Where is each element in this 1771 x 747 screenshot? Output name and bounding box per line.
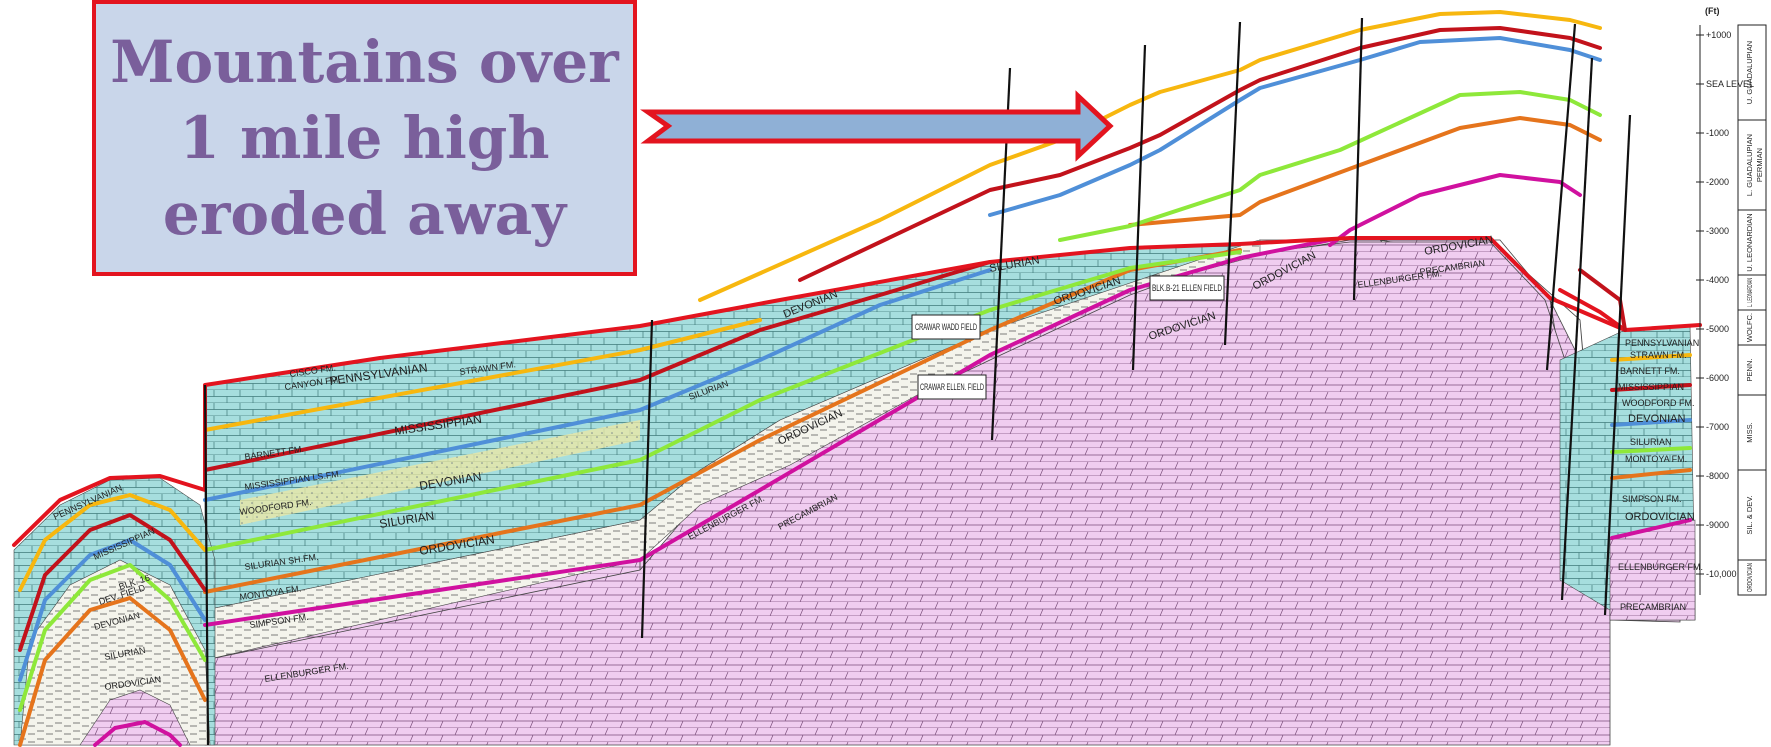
scale-tick-label: -6000 xyxy=(1706,373,1729,383)
scale-period-label: WOLFC. xyxy=(1745,313,1754,342)
depth-scale: (Ft) +1000 SEA LEVEL -1000 -2000 -3000 -4000 -… xyxy=(1696,6,1767,596)
scale-tick-label: -5000 xyxy=(1706,324,1729,334)
scale-period-label: U. LEONARDIAN xyxy=(1745,213,1754,271)
label-ellenburger-r: ELLENBURGER FM. xyxy=(1618,562,1703,572)
sand-streak xyxy=(240,420,640,525)
horizon-magenta-upper xyxy=(1328,173,1582,247)
scale-ticks: +1000 SEA LEVEL -1000 -2000 -3000 -4000 -5000 -… xyxy=(1696,30,1754,579)
horizon-blue-right xyxy=(1610,418,1692,427)
label-mississippian-r: MISSISSIPPIAN xyxy=(1618,382,1684,392)
horizon-blue-left xyxy=(18,538,207,682)
horizon-yellow-upper xyxy=(698,10,1602,302)
horizon-red-right xyxy=(1610,383,1692,392)
crawar-ellen-box xyxy=(917,374,987,400)
horizon-orange-upper xyxy=(1128,116,1602,227)
scale-period-label: ORDOVICIAN xyxy=(1745,563,1754,592)
callout-line-1: Mountains over xyxy=(110,28,619,96)
scale-period-label: L. GUADALUPIAN xyxy=(1745,134,1754,196)
fault-7 xyxy=(1545,23,1577,371)
horizon-blue-upper xyxy=(988,36,1602,217)
field-labels: CRAWAR WADD FIELD CRAWAR ELLEN. FIELD BL… xyxy=(911,275,1225,400)
faults xyxy=(203,17,1632,746)
arrow-right-icon xyxy=(640,90,1114,162)
label-precambrian-r: PRECAMBRIAN xyxy=(1620,602,1686,612)
horizon-yellow-left xyxy=(18,493,207,592)
label-montoya-r: MONTOYA FM. xyxy=(1625,454,1687,464)
fault-5 xyxy=(1223,21,1242,346)
horizon-yellow-right xyxy=(1610,353,1692,362)
horizon-blue xyxy=(203,268,992,502)
fault-4 xyxy=(1131,44,1147,371)
scale-tick-label: SEA LEVEL xyxy=(1706,79,1754,89)
label-devonian-r: DEVONIAN xyxy=(1628,413,1686,425)
horizon-red-upper xyxy=(798,26,1602,282)
scale-system-label: PERMIAN xyxy=(1755,148,1764,182)
scale-period-label: MISS. xyxy=(1745,422,1754,442)
scale-tick-label: +1000 xyxy=(1706,30,1731,40)
horizon-orange-right xyxy=(1610,468,1692,480)
scale-tick-label: -7000 xyxy=(1706,422,1729,432)
scale-period-label: SIL. & DEV. xyxy=(1745,495,1754,534)
scale-tick-label: -8000 xyxy=(1706,471,1729,481)
erosion-surface-right xyxy=(1558,288,1627,332)
horizon-yellow xyxy=(203,318,762,432)
horizon-green-left xyxy=(18,563,207,712)
horizon-green-upper xyxy=(1058,90,1602,242)
horizon-orange-left xyxy=(18,596,207,747)
horizon-magenta xyxy=(203,238,1332,627)
scale-period-label: L. LEONARDIAN xyxy=(1745,278,1754,307)
horizon-red xyxy=(203,260,992,472)
scale-tick-label: -1000 xyxy=(1706,128,1729,138)
label-simpson-r: SIMPSON FM. xyxy=(1622,494,1682,504)
horizon-green-right xyxy=(1610,446,1692,454)
label-strawn-r: STRAWN FM. xyxy=(1630,350,1687,360)
scale-tick-label: -9000 xyxy=(1706,520,1729,530)
fault-1 xyxy=(203,384,210,746)
blk-b21-box xyxy=(1149,275,1225,301)
callout-line-2: 1 mile high xyxy=(179,104,550,172)
scale-unit: (Ft) xyxy=(1705,6,1720,16)
label-barnett-r: BARNETT FM. xyxy=(1620,366,1680,376)
crawar-ellen-label: CRAWAR ELLEN. FIELD xyxy=(920,382,984,392)
erosion-surface xyxy=(12,236,1702,547)
fault-9 xyxy=(1603,114,1632,616)
label-ordovician-r: ORDOVICIAN xyxy=(1625,511,1695,523)
horizon-red-left xyxy=(18,513,207,652)
scale-tick-label: -10,000 xyxy=(1706,569,1737,579)
scale-period-label: U. GUADALUPIAN xyxy=(1745,41,1754,104)
scale-tick-label: -4000 xyxy=(1706,275,1729,285)
horizons xyxy=(12,10,1702,747)
callout-box: Mountains over 1 mile high eroded away xyxy=(92,0,637,276)
fault-8 xyxy=(1560,57,1594,601)
fault-6 xyxy=(1352,17,1364,301)
fault-2 xyxy=(640,319,654,639)
scale-tick-label: -3000 xyxy=(1706,226,1729,236)
scale-period-label: PENN. xyxy=(1745,359,1754,382)
horizon-green xyxy=(203,250,1242,552)
label-woodford-r: WOODFORD FM. xyxy=(1622,398,1695,408)
label-pennsylvanian-r: PENNSYLVANIAN xyxy=(1625,338,1699,348)
label-silurian-r: SILURIAN xyxy=(1630,437,1672,447)
blk-b21-label: BLK.B-21 ELLEN FIELD xyxy=(1152,283,1222,293)
callout-line-3: eroded away xyxy=(162,180,567,248)
scale-periods: U. GUADALUPIAN L. GUADALUPIAN U. LEONARDIA… xyxy=(1738,41,1766,596)
scale-tick-label: -2000 xyxy=(1706,177,1729,187)
crawar-wadd-label: CRAWAR WADD FIELD xyxy=(915,322,977,332)
horizon-magenta-right xyxy=(1610,518,1692,540)
horizon-magenta-left xyxy=(93,720,182,747)
crawar-wadd-box xyxy=(911,314,981,340)
